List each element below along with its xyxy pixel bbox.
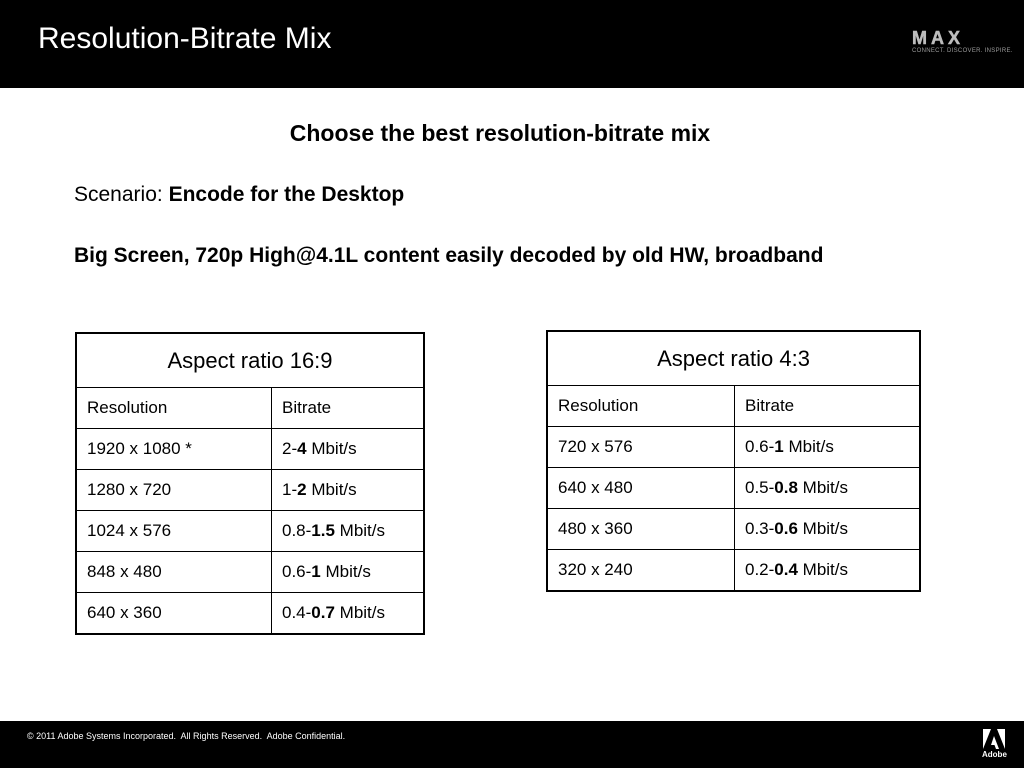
resolution-cell: 640 x 360 [75, 592, 272, 635]
bitrate-high: 4 [297, 439, 307, 458]
bitrate-unit: Mbit/s [320, 562, 371, 581]
scenario-label: Scenario: [74, 183, 163, 206]
table-row: 1920 x 1080 * 2-4 Mbit/s [75, 428, 425, 470]
bitrate-high: 0.6 [774, 519, 798, 538]
bitrate-cell: 0.6-1 Mbit/s [271, 551, 425, 593]
bitrate-high: 1 [774, 437, 784, 456]
column-header-resolution: Resolution [75, 387, 272, 429]
table-aspect-4-3: Aspect ratio 4:3 Resolution Bitrate 720 … [546, 330, 921, 592]
resolution-cell: 1024 x 576 [75, 510, 272, 552]
bitrate-cell: 0.2-0.4 Mbit/s [734, 549, 921, 592]
table-caption: Aspect ratio 16:9 [75, 332, 425, 388]
bitrate-low: 0.2- [745, 560, 775, 579]
resolution-cell: 1920 x 1080 * [75, 428, 272, 470]
scenario-value: Encode for the Desktop [168, 183, 405, 206]
scenario-line: Scenario: Encode for the Desktop [74, 183, 404, 207]
adobe-logo-icon: Adobe [982, 729, 1007, 759]
max-logo-word: MAX [912, 28, 964, 48]
slide-title: Resolution-Bitrate Mix [38, 22, 332, 55]
bitrate-high: 1.5 [311, 521, 335, 540]
adobe-logo-word: Adobe [982, 750, 1007, 759]
table-row: 1024 x 576 0.8-1.5 Mbit/s [75, 510, 425, 552]
resolution-cell: 480 x 360 [546, 508, 735, 550]
bitrate-low: 0.5- [745, 478, 775, 497]
bitrate-low: 0.8- [282, 521, 312, 540]
bitrate-high: 2 [297, 480, 307, 499]
bitrate-unit: Mbit/s [797, 519, 848, 538]
bitrate-unit: Mbit/s [797, 560, 848, 579]
bitrate-cell: 0.5-0.8 Mbit/s [734, 467, 921, 509]
column-header-resolution: Resolution [546, 385, 735, 427]
bitrate-unit: Mbit/s [783, 437, 834, 456]
max-logo-tagline: CONNECT. DISCOVER. INSPIRE. [912, 48, 1013, 54]
table-row: 848 x 480 0.6-1 Mbit/s [75, 551, 425, 593]
title-bar: Resolution-Bitrate Mix MAX CONNECT. DISC… [0, 0, 1024, 88]
bitrate-unit: Mbit/s [306, 480, 357, 499]
bitrate-unit: Mbit/s [797, 478, 848, 497]
scenario-description: Big Screen, 720p High@4.1L content easil… [74, 244, 824, 267]
bitrate-low: 2- [282, 439, 298, 458]
table-caption: Aspect ratio 4:3 [546, 330, 921, 386]
footer-bar: © 2011 Adobe Systems Incorporated. All R… [0, 721, 1024, 768]
resolution-cell: 640 x 480 [546, 467, 735, 509]
column-header-bitrate: Bitrate [271, 387, 425, 429]
table-row: 640 x 480 0.5-0.8 Mbit/s [546, 467, 921, 509]
table-row: 640 x 360 0.4-0.7 Mbit/s [75, 592, 425, 635]
bitrate-low: 0.3- [745, 519, 775, 538]
table-row: 720 x 576 0.6-1 Mbit/s [546, 426, 921, 468]
bitrate-cell: 2-4 Mbit/s [271, 428, 425, 470]
adobe-a-icon [983, 729, 1005, 749]
slide-heading: Choose the best resolution-bitrate mix [289, 120, 711, 146]
bitrate-high: 0.4 [774, 560, 798, 579]
bitrate-low: 0.6- [745, 437, 775, 456]
bitrate-cell: 0.4-0.7 Mbit/s [271, 592, 425, 635]
table-aspect-16-9: Aspect ratio 16:9 Resolution Bitrate 192… [75, 332, 425, 635]
table-row: 320 x 240 0.2-0.4 Mbit/s [546, 549, 921, 592]
resolution-cell: 1280 x 720 [75, 469, 272, 511]
bitrate-unit: Mbit/s [334, 521, 385, 540]
resolution-cell: 720 x 576 [546, 426, 735, 468]
bitrate-unit: Mbit/s [306, 439, 357, 458]
bitrate-high: 0.8 [774, 478, 798, 497]
bitrate-high: 1 [311, 562, 321, 581]
bitrate-cell: 0.3-0.6 Mbit/s [734, 508, 921, 550]
resolution-cell: 848 x 480 [75, 551, 272, 593]
bitrate-cell: 0.8-1.5 Mbit/s [271, 510, 425, 552]
table-row: 1280 x 720 1-2 Mbit/s [75, 469, 425, 511]
bitrate-low: 0.6- [282, 562, 312, 581]
bitrate-low: 0.4- [282, 603, 312, 622]
copyright-text: © 2011 Adobe Systems Incorporated. All R… [27, 731, 346, 741]
max-logo-icon: MAX CONNECT. DISCOVER. INSPIRE. [912, 28, 1013, 54]
bitrate-low: 1- [282, 480, 298, 499]
resolution-cell: 320 x 240 [546, 549, 735, 592]
column-header-bitrate: Bitrate [734, 385, 921, 427]
bitrate-unit: Mbit/s [334, 603, 385, 622]
bitrate-high: 0.7 [311, 603, 335, 622]
bitrate-cell: 1-2 Mbit/s [271, 469, 425, 511]
table-row: 480 x 360 0.3-0.6 Mbit/s [546, 508, 921, 550]
bitrate-cell: 0.6-1 Mbit/s [734, 426, 921, 468]
